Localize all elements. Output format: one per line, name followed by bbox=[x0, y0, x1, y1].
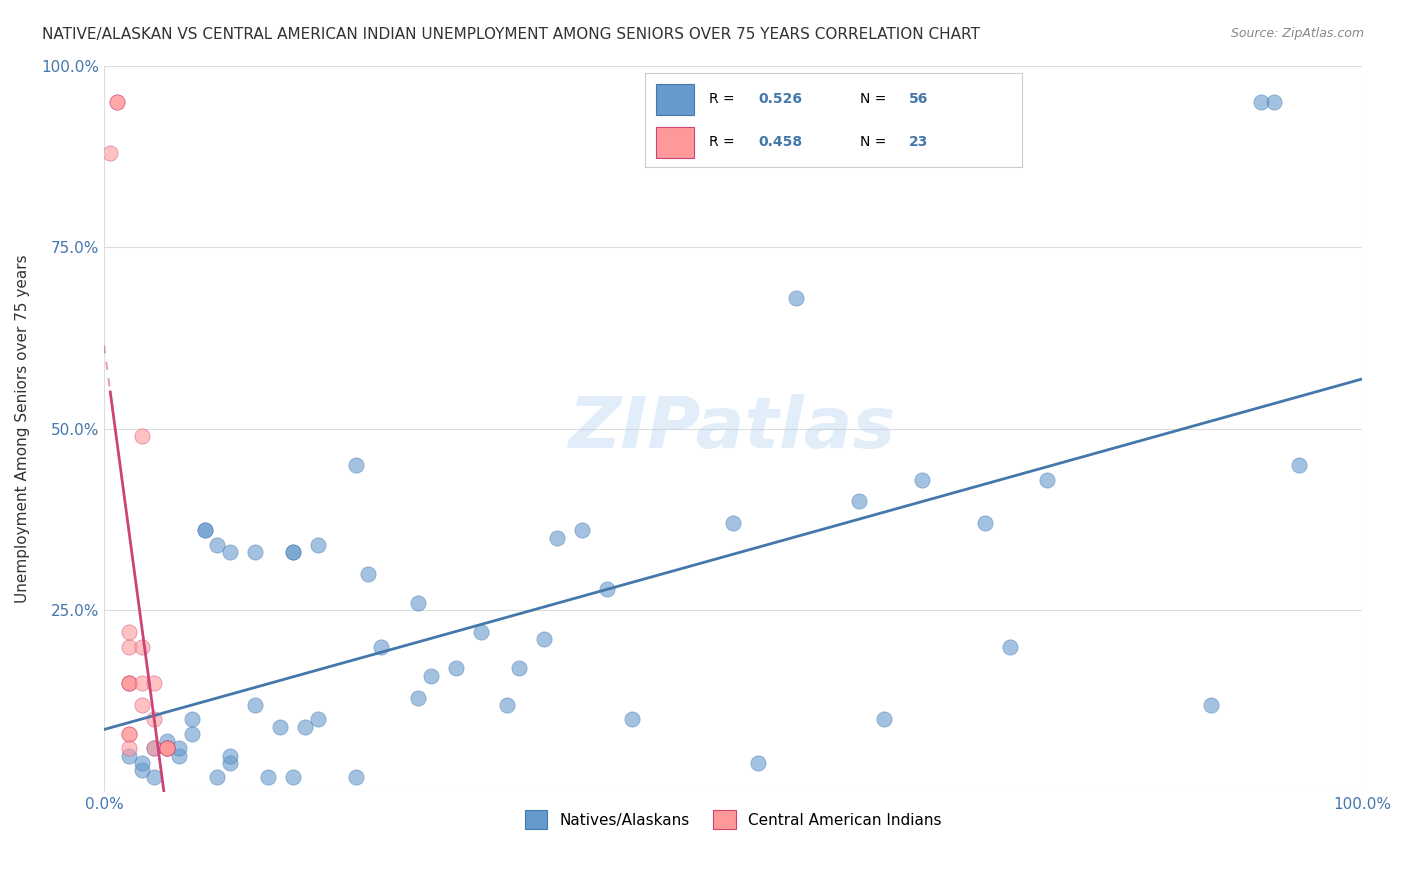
Natives/Alaskans bbox=[785, 291, 807, 305]
Natives/Alaskans bbox=[495, 698, 517, 712]
Natives/Alaskans bbox=[721, 516, 744, 531]
Central American Indians bbox=[131, 429, 153, 443]
Text: NATIVE/ALASKAN VS CENTRAL AMERICAN INDIAN UNEMPLOYMENT AMONG SENIORS OVER 75 YEA: NATIVE/ALASKAN VS CENTRAL AMERICAN INDIA… bbox=[42, 27, 980, 42]
Natives/Alaskans bbox=[1250, 95, 1272, 109]
Natives/Alaskans bbox=[408, 690, 430, 705]
Central American Indians bbox=[156, 741, 179, 756]
Natives/Alaskans bbox=[281, 545, 304, 559]
Central American Indians bbox=[131, 640, 153, 654]
Central American Indians bbox=[118, 727, 141, 741]
Natives/Alaskans bbox=[848, 494, 870, 508]
Central American Indians bbox=[118, 741, 141, 756]
Text: ZIPatlas: ZIPatlas bbox=[569, 394, 897, 463]
Central American Indians bbox=[156, 741, 179, 756]
Natives/Alaskans bbox=[420, 669, 443, 683]
Natives/Alaskans bbox=[1036, 473, 1059, 487]
Natives/Alaskans bbox=[546, 531, 568, 545]
Natives/Alaskans bbox=[911, 473, 934, 487]
Natives/Alaskans bbox=[1288, 458, 1310, 472]
Central American Indians bbox=[156, 741, 179, 756]
Natives/Alaskans bbox=[143, 771, 166, 785]
Natives/Alaskans bbox=[508, 661, 530, 675]
Natives/Alaskans bbox=[131, 756, 153, 770]
Natives/Alaskans bbox=[1199, 698, 1222, 712]
Legend: Natives/Alaskans, Central American Indians: Natives/Alaskans, Central American India… bbox=[519, 805, 948, 835]
Natives/Alaskans bbox=[194, 524, 217, 538]
Natives/Alaskans bbox=[243, 698, 266, 712]
Natives/Alaskans bbox=[344, 458, 367, 472]
Central American Indians bbox=[156, 741, 179, 756]
Central American Indians bbox=[118, 640, 141, 654]
Natives/Alaskans bbox=[596, 582, 619, 596]
Natives/Alaskans bbox=[370, 640, 392, 654]
Natives/Alaskans bbox=[205, 538, 228, 552]
Natives/Alaskans bbox=[256, 771, 278, 785]
Natives/Alaskans bbox=[344, 771, 367, 785]
Natives/Alaskans bbox=[218, 748, 240, 763]
Central American Indians bbox=[118, 727, 141, 741]
Natives/Alaskans bbox=[169, 748, 191, 763]
Natives/Alaskans bbox=[747, 756, 769, 770]
Y-axis label: Unemployment Among Seniors over 75 years: Unemployment Among Seniors over 75 years bbox=[15, 254, 30, 603]
Natives/Alaskans bbox=[281, 771, 304, 785]
Central American Indians bbox=[98, 145, 121, 160]
Natives/Alaskans bbox=[307, 538, 329, 552]
Central American Indians bbox=[143, 741, 166, 756]
Natives/Alaskans bbox=[307, 712, 329, 726]
Natives/Alaskans bbox=[873, 712, 896, 726]
Natives/Alaskans bbox=[1263, 95, 1285, 109]
Central American Indians bbox=[105, 95, 128, 109]
Natives/Alaskans bbox=[218, 756, 240, 770]
Natives/Alaskans bbox=[444, 661, 467, 675]
Natives/Alaskans bbox=[169, 741, 191, 756]
Natives/Alaskans bbox=[131, 763, 153, 777]
Natives/Alaskans bbox=[408, 596, 430, 610]
Central American Indians bbox=[118, 676, 141, 690]
Natives/Alaskans bbox=[571, 524, 593, 538]
Natives/Alaskans bbox=[118, 748, 141, 763]
Central American Indians bbox=[156, 741, 179, 756]
Central American Indians bbox=[131, 698, 153, 712]
Natives/Alaskans bbox=[357, 567, 380, 582]
Natives/Alaskans bbox=[218, 545, 240, 559]
Natives/Alaskans bbox=[205, 771, 228, 785]
Natives/Alaskans bbox=[281, 545, 304, 559]
Central American Indians bbox=[105, 95, 128, 109]
Central American Indians bbox=[143, 676, 166, 690]
Natives/Alaskans bbox=[156, 734, 179, 748]
Natives/Alaskans bbox=[533, 632, 555, 647]
Natives/Alaskans bbox=[243, 545, 266, 559]
Natives/Alaskans bbox=[294, 720, 316, 734]
Natives/Alaskans bbox=[194, 524, 217, 538]
Natives/Alaskans bbox=[470, 625, 492, 640]
Natives/Alaskans bbox=[143, 741, 166, 756]
Natives/Alaskans bbox=[621, 712, 644, 726]
Natives/Alaskans bbox=[269, 720, 291, 734]
Central American Indians bbox=[118, 676, 141, 690]
Text: Source: ZipAtlas.com: Source: ZipAtlas.com bbox=[1230, 27, 1364, 40]
Natives/Alaskans bbox=[973, 516, 995, 531]
Central American Indians bbox=[118, 676, 141, 690]
Natives/Alaskans bbox=[181, 727, 204, 741]
Natives/Alaskans bbox=[181, 712, 204, 726]
Natives/Alaskans bbox=[998, 640, 1021, 654]
Central American Indians bbox=[118, 625, 141, 640]
Central American Indians bbox=[131, 676, 153, 690]
Central American Indians bbox=[143, 712, 166, 726]
